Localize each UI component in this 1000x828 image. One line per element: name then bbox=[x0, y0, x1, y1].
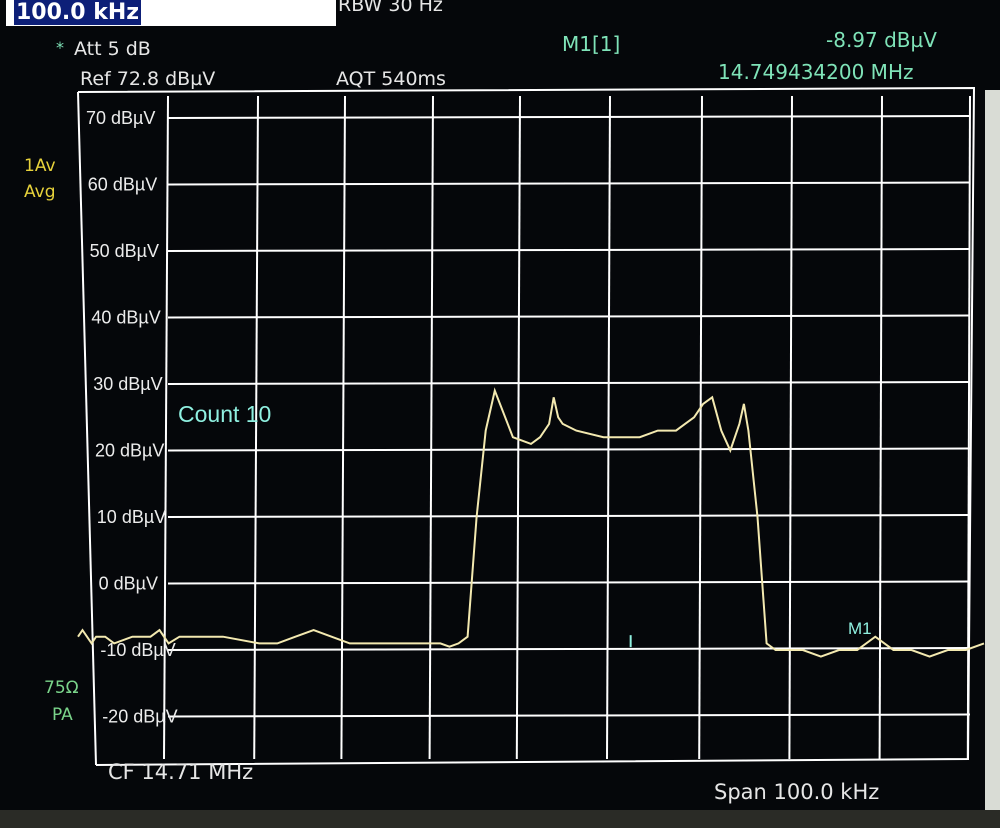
y-tick-label: 20 dBµV bbox=[95, 441, 164, 461]
y-tick-label: 10 dBµV bbox=[97, 507, 166, 527]
marker-m1-label: M1 bbox=[848, 619, 872, 638]
preamp-label: PA bbox=[52, 705, 73, 725]
grid-hline bbox=[167, 381, 971, 385]
count-annotation: Count 10 bbox=[178, 401, 271, 427]
marker-name: M1[1] bbox=[562, 32, 621, 56]
plot-frame-left bbox=[77, 91, 97, 766]
rbw-value-input[interactable]: 100.0 kHz bbox=[6, 0, 336, 26]
center-frequency-label: CF 14.71 MHz bbox=[108, 760, 254, 784]
attenuation-label: Att 5 dB bbox=[74, 38, 151, 60]
grid-hline bbox=[167, 580, 971, 585]
grid-hline bbox=[167, 248, 971, 252]
trace-line bbox=[77, 387, 985, 658]
grid-vline bbox=[515, 95, 521, 760]
grid bbox=[77, 86, 976, 766]
att-star-icon: * bbox=[56, 38, 64, 57]
acquisition-time-label: AQT 540ms bbox=[336, 68, 446, 90]
grid-hline bbox=[167, 447, 971, 452]
grid-hline bbox=[167, 314, 971, 319]
rbw-label: RBW 30 Hz bbox=[338, 0, 443, 16]
y-axis-ticks: 70 dBµV 60 dBµV 50 dBµV 40 dBµV 30 dBµV 20 dB… bbox=[86, 108, 178, 727]
grid-vline bbox=[253, 95, 259, 760]
input-selected-text: 100.0 kHz bbox=[14, 0, 142, 25]
grid-vline bbox=[698, 95, 703, 760]
bottom-bezel bbox=[0, 810, 1000, 828]
trace-mode-label: Avg bbox=[24, 182, 56, 202]
grid-hline bbox=[167, 514, 971, 518]
span-label: Span 100.0 kHz bbox=[714, 780, 880, 804]
y-tick-label: -10 dBµV bbox=[100, 640, 175, 660]
right-bezel bbox=[985, 90, 1000, 810]
reference-level-label: Ref 72.8 dBµV bbox=[80, 68, 216, 90]
grid-vline bbox=[163, 95, 169, 760]
y-tick-label: -20 dBµV bbox=[102, 707, 177, 727]
grid-hline bbox=[167, 181, 971, 186]
grid-vline bbox=[428, 95, 434, 760]
y-tick-label: 60 dBµV bbox=[88, 175, 157, 195]
y-tick-label: 70 dBµV bbox=[86, 108, 155, 128]
grid-vline bbox=[878, 95, 883, 760]
marker-frequency-readout: 14.749434200 MHz bbox=[718, 60, 914, 84]
grid-hline bbox=[167, 115, 971, 119]
trace-label: 1Av bbox=[24, 156, 56, 176]
plot-frame bbox=[77, 86, 976, 766]
y-tick-label: 50 dBµV bbox=[90, 241, 159, 261]
grid-vline bbox=[788, 95, 793, 760]
grid-hline bbox=[167, 647, 971, 651]
grid-vline bbox=[606, 95, 611, 760]
impedance-label: 75Ω bbox=[44, 678, 79, 698]
y-tick-label: 30 dBµV bbox=[93, 374, 162, 394]
y-tick-label: 0 dBµV bbox=[99, 574, 158, 594]
grid-hline bbox=[167, 713, 971, 718]
y-tick-label: 40 dBµV bbox=[91, 308, 160, 328]
marker-level-readout: -8.97 dBµV bbox=[826, 28, 937, 52]
grid-vline bbox=[340, 95, 346, 760]
